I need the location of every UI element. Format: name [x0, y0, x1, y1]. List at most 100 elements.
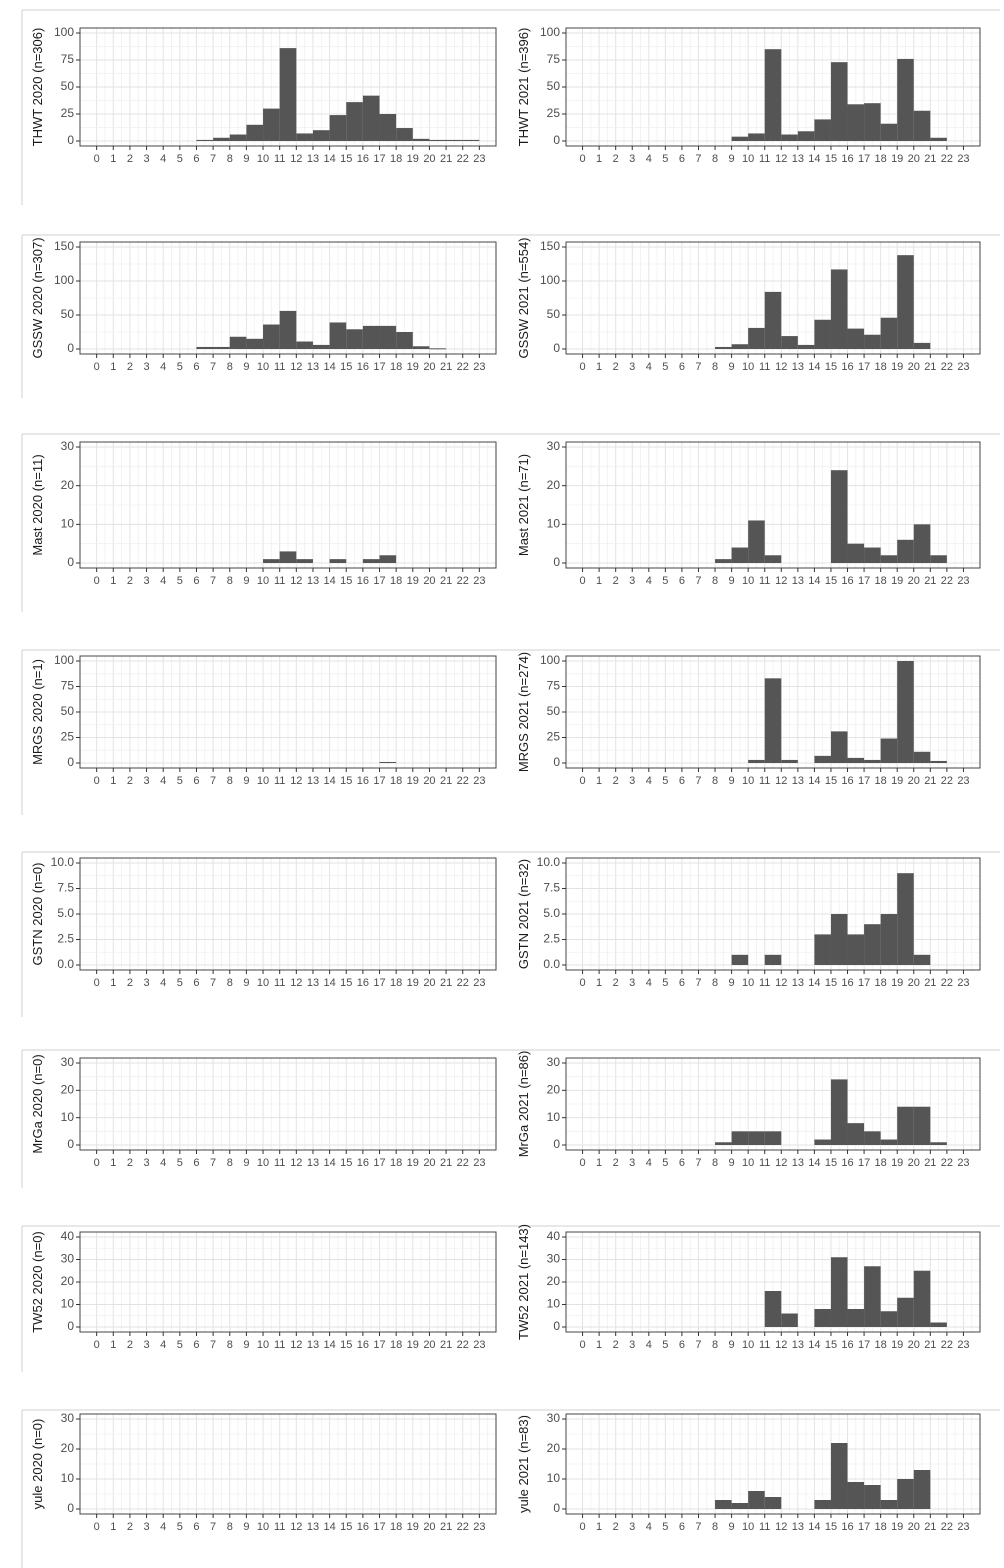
x-tick-label: 8	[227, 977, 233, 989]
bar-hour-19	[412, 138, 430, 141]
x-tick-label: 7	[695, 1521, 701, 1533]
x-tick-label: 22	[457, 153, 469, 165]
x-tick-label: 16	[841, 775, 853, 787]
x-tick-label: 23	[473, 361, 485, 373]
x-tick-label: 2	[613, 1339, 619, 1351]
x-tick-label: 3	[143, 153, 149, 165]
x-tick-label: 14	[323, 977, 335, 989]
y-tick-label: 30	[547, 439, 561, 453]
x-tick-label: 18	[875, 575, 887, 587]
x-tick-label: 15	[825, 775, 837, 787]
bar-hour-14	[814, 119, 831, 141]
x-tick-label: 13	[307, 977, 319, 989]
bar-hour-9	[731, 1131, 749, 1145]
x-tick-label: 17	[373, 977, 385, 989]
x-tick-label: 6	[679, 361, 685, 373]
x-tick-label: 19	[891, 153, 903, 165]
x-tick-label: 14	[323, 361, 335, 373]
x-tick-label: 1	[596, 775, 602, 787]
y-tick-label: 0	[67, 755, 74, 769]
x-tick-label: 20	[423, 775, 435, 787]
x-tick-label: 22	[457, 775, 469, 787]
bar-hour-11	[764, 49, 782, 142]
bar-hour-18	[880, 317, 898, 349]
bar-hour-16	[847, 1482, 865, 1509]
x-tick-label: 6	[193, 1339, 199, 1351]
x-tick-label: 9	[243, 1339, 249, 1351]
x-tick-label: 5	[177, 977, 183, 989]
x-tick-label: 0	[94, 153, 100, 165]
x-tick-label: 0	[579, 775, 585, 787]
bar-hour-17	[379, 114, 397, 141]
y-tick-label: 5.0	[543, 906, 560, 920]
x-tick-label: 13	[792, 575, 804, 587]
x-tick-label: 20	[908, 361, 920, 373]
y-tick-label: 0	[553, 555, 560, 569]
x-tick-label: 0	[94, 1339, 100, 1351]
x-tick-label: 11	[274, 1521, 285, 1533]
x-tick-label: 14	[808, 775, 820, 787]
x-tick-label: 14	[808, 153, 820, 165]
y-tick-label: 20	[61, 478, 75, 492]
x-tick-label: 21	[924, 153, 936, 165]
x-tick-label: 11	[274, 361, 285, 373]
bar-hour-8	[715, 1500, 732, 1509]
x-tick-label: 5	[662, 1157, 668, 1169]
x-tick-label: 15	[340, 1521, 352, 1533]
x-tick-label: 22	[457, 1521, 469, 1533]
x-tick-label: 15	[825, 977, 837, 989]
x-tick-label: 20	[423, 977, 435, 989]
x-tick-label: 15	[340, 1339, 352, 1351]
bar-hour-17	[864, 924, 881, 965]
x-tick-label: 7	[210, 977, 216, 989]
x-tick-label: 9	[243, 153, 249, 165]
bar-hour-18	[880, 1139, 898, 1145]
y-tick-label: 0	[67, 1137, 74, 1151]
x-tick-label: 13	[792, 1157, 804, 1169]
x-tick-label: 13	[792, 361, 804, 373]
x-tick-label: 10	[742, 1339, 754, 1351]
x-tick-label: 13	[307, 153, 319, 165]
bar-hour-22	[462, 139, 480, 141]
x-tick-label: 3	[629, 1157, 635, 1169]
y-tick-label: 25	[547, 730, 561, 744]
bar-hour-11	[764, 291, 782, 349]
y-axis-label: THWT 2020 (n=306)	[30, 28, 45, 147]
x-tick-label: 4	[646, 1157, 652, 1169]
x-tick-label: 4	[160, 361, 166, 373]
x-tick-label: 7	[210, 775, 216, 787]
x-tick-label: 0	[579, 361, 585, 373]
x-tick-label: 0	[579, 153, 585, 165]
x-tick-label: 16	[357, 1521, 369, 1533]
x-tick-label: 21	[924, 361, 936, 373]
x-tick-label: 8	[712, 977, 718, 989]
x-tick-label: 10	[742, 1521, 754, 1533]
y-tick-label: 5.0	[57, 906, 74, 920]
x-tick-label: 20	[908, 977, 920, 989]
bar-hour-13	[797, 131, 815, 141]
x-tick-label: 9	[729, 1521, 735, 1533]
bar-hour-20	[429, 348, 447, 350]
bar-hour-19	[897, 1106, 914, 1145]
x-tick-label: 5	[662, 775, 668, 787]
bar-hour-11	[764, 555, 782, 563]
bar-hour-19	[897, 1479, 914, 1509]
bar-hour-16	[847, 1123, 865, 1145]
x-tick-label: 22	[941, 1521, 953, 1533]
x-tick-label: 2	[613, 153, 619, 165]
x-tick-label: 3	[629, 775, 635, 787]
x-tick-label: 23	[957, 1157, 969, 1169]
x-tick-label: 5	[177, 775, 183, 787]
x-tick-label: 18	[390, 1339, 402, 1351]
x-tick-label: 14	[323, 575, 335, 587]
x-tick-label: 13	[307, 775, 319, 787]
x-tick-label: 6	[193, 1157, 199, 1169]
x-tick-label: 14	[323, 1521, 335, 1533]
x-tick-label: 11	[759, 1157, 770, 1169]
x-tick-label: 0	[94, 361, 100, 373]
x-tick-label: 18	[875, 153, 887, 165]
